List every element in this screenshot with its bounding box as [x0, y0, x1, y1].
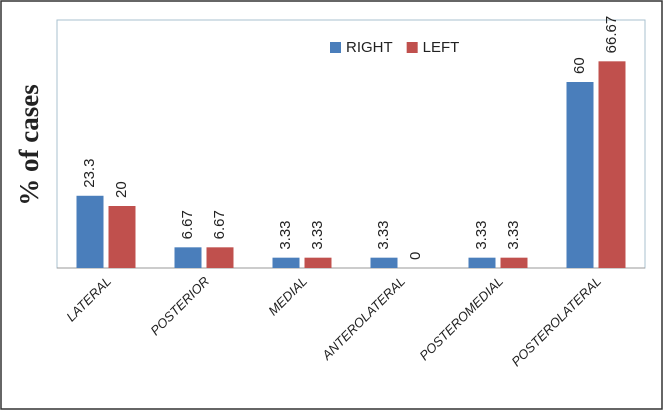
data-label: 6.67: [179, 210, 196, 239]
bar: [272, 257, 300, 268]
legend-swatch: [406, 42, 418, 53]
data-label: 3.33: [473, 220, 490, 249]
legend-swatch: [330, 42, 341, 53]
bar: [370, 257, 398, 268]
data-label: 60: [571, 57, 588, 74]
data-label: 3.33: [505, 220, 522, 249]
bar: [566, 82, 594, 268]
bar: [468, 257, 496, 268]
bar: [174, 247, 202, 268]
data-label: 3.33: [309, 220, 326, 249]
bar: [500, 257, 528, 268]
data-label: 66.67: [603, 16, 620, 54]
y-axis-label: % of cases: [14, 84, 44, 205]
bar: [598, 61, 626, 269]
data-label: 20: [113, 181, 130, 198]
bar: [76, 195, 104, 268]
data-label: 3.33: [277, 220, 294, 249]
data-label: 6.67: [211, 210, 228, 239]
bar: [108, 206, 136, 268]
bar: [304, 257, 332, 268]
data-label: 0: [407, 252, 424, 260]
legend-label: RIGHT: [346, 39, 393, 56]
bar: [206, 247, 234, 268]
data-label: 23.3: [81, 159, 98, 188]
data-label: 3.33: [375, 220, 392, 249]
legend-label: LEFT: [423, 39, 460, 56]
